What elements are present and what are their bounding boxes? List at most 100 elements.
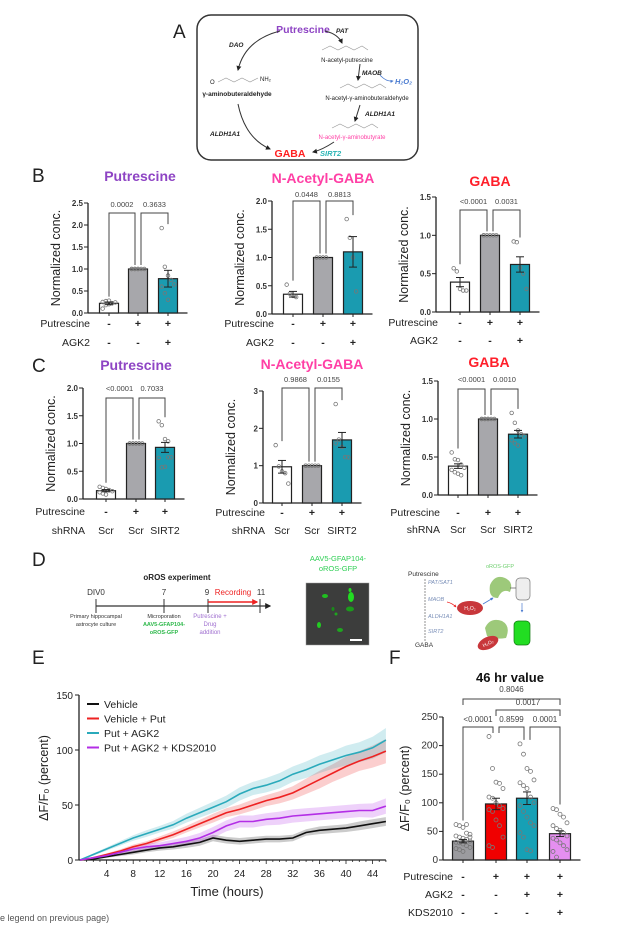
data-point — [524, 286, 529, 292]
data-point — [484, 233, 490, 238]
y-axis-label: Normalized conc. — [399, 390, 413, 487]
cell — [348, 588, 352, 592]
significance-bracket — [105, 397, 134, 483]
chart-title: N-Acetyl-GABA — [261, 356, 364, 372]
series-line — [79, 820, 387, 861]
pathway-box — [196, 14, 419, 161]
panel-label-b: B — [32, 166, 45, 187]
scheme-arrow-h2o2 — [446, 601, 457, 608]
significance-bracket — [314, 387, 343, 462]
data-point — [521, 783, 526, 789]
scheme-arrow-to-sensor — [482, 597, 494, 605]
panel-label-c: C — [32, 356, 46, 377]
data-point — [130, 441, 136, 446]
chart-title: Putrescine — [100, 357, 172, 373]
y-tick-label: 50 — [62, 801, 74, 812]
data-point — [142, 266, 147, 272]
condition-value: Scr — [128, 525, 144, 537]
condition-value: - — [461, 871, 465, 883]
significance-bracket — [281, 387, 310, 462]
data-point — [512, 420, 518, 425]
data-point — [449, 467, 454, 473]
y-tick-label: 1.0 — [420, 231, 432, 240]
p-value: 0.0448 — [295, 190, 318, 199]
condition-value: + — [135, 318, 141, 330]
data-point — [486, 734, 492, 739]
bar — [507, 433, 529, 496]
data-point — [557, 811, 563, 817]
data-point — [485, 416, 491, 422]
condition-label: Putrescine — [390, 507, 440, 519]
condition-value: - — [107, 337, 111, 349]
y-tick-label: 2.0 — [67, 384, 79, 393]
p-value: 0.9868 — [284, 375, 307, 384]
condition-label: Putrescine — [40, 318, 90, 330]
data-point — [514, 240, 520, 245]
data-point — [162, 436, 168, 442]
data-point — [333, 401, 338, 407]
data-point — [156, 419, 161, 424]
data-point — [460, 288, 466, 293]
y-tick-label: 0.0 — [67, 495, 79, 504]
data-point — [451, 266, 456, 271]
bar — [484, 803, 508, 861]
legend-label: Vehicle — [104, 699, 138, 711]
data-point — [517, 741, 523, 747]
condition-value: + — [165, 318, 171, 330]
time-div0: DIV0 — [87, 588, 105, 597]
condition-value: + — [485, 507, 491, 519]
p-value: 0.0017 — [516, 698, 541, 707]
x-tick-label: 16 — [181, 869, 193, 880]
bar — [477, 418, 499, 496]
recording-label: Recording — [215, 588, 251, 597]
y-tick-label: 100 — [56, 746, 73, 757]
step2-label: Microporation — [147, 614, 180, 620]
data-point — [303, 463, 308, 468]
data-point — [490, 766, 495, 771]
data-point — [497, 823, 502, 829]
data-point — [462, 465, 467, 470]
x-tick-label: 28 — [261, 869, 273, 880]
condition-value: + — [524, 871, 530, 883]
data-point — [517, 803, 523, 809]
y-axis-label: Normalized conc. — [233, 209, 247, 306]
data-point — [524, 814, 530, 820]
p-value: 0.7033 — [141, 384, 164, 393]
data-point — [561, 843, 566, 849]
data-point — [550, 823, 556, 829]
data-point — [316, 463, 321, 468]
data-point — [467, 845, 473, 850]
data-point — [517, 780, 523, 786]
cell — [322, 594, 328, 598]
condition-label: Putrescine — [224, 318, 274, 330]
y-tick-label: 0.5 — [422, 453, 434, 462]
data-point — [464, 288, 469, 293]
y-tick-label: 0.0 — [72, 309, 84, 318]
data-point — [100, 306, 105, 311]
legend-label: Vehicle + Put — [104, 714, 166, 726]
scheme-gaba: GABA — [415, 642, 434, 649]
significance-bracket — [462, 726, 494, 821]
enzyme-dao: DAO — [229, 42, 243, 49]
p-value: <0.0001 — [463, 715, 493, 724]
data-point — [455, 457, 461, 463]
condition-value: Scr — [450, 524, 466, 536]
line-chart: 0 50 100 150 4 8 12 16 20 24 28 32 36 40 44 Time (hours… — [37, 691, 387, 899]
time-11: 11 — [257, 588, 266, 597]
label-n-acetyl-putrescine: N-acetyl-putrescine — [321, 58, 373, 64]
condition-label: KDS2010 — [408, 907, 453, 919]
condition-label: Putrescine — [388, 317, 438, 329]
bar — [331, 439, 353, 504]
time-9: 9 — [205, 588, 210, 597]
p-value: 0.0002 — [111, 200, 134, 209]
data-point — [517, 830, 523, 835]
data-point — [458, 462, 464, 467]
y-axis-label: Normalized conc. — [44, 395, 58, 492]
data-point — [110, 489, 115, 494]
data-point — [479, 416, 484, 422]
chart-title: GABA — [469, 173, 510, 189]
bar-chart-putrescine: Putrescine 0.0 0.5 1.0 1.5 2.0 Normalized conc… — [35, 357, 185, 537]
chart-title: 46 hr value — [476, 670, 544, 685]
label-o: O — [210, 80, 215, 86]
data-point — [156, 455, 161, 461]
